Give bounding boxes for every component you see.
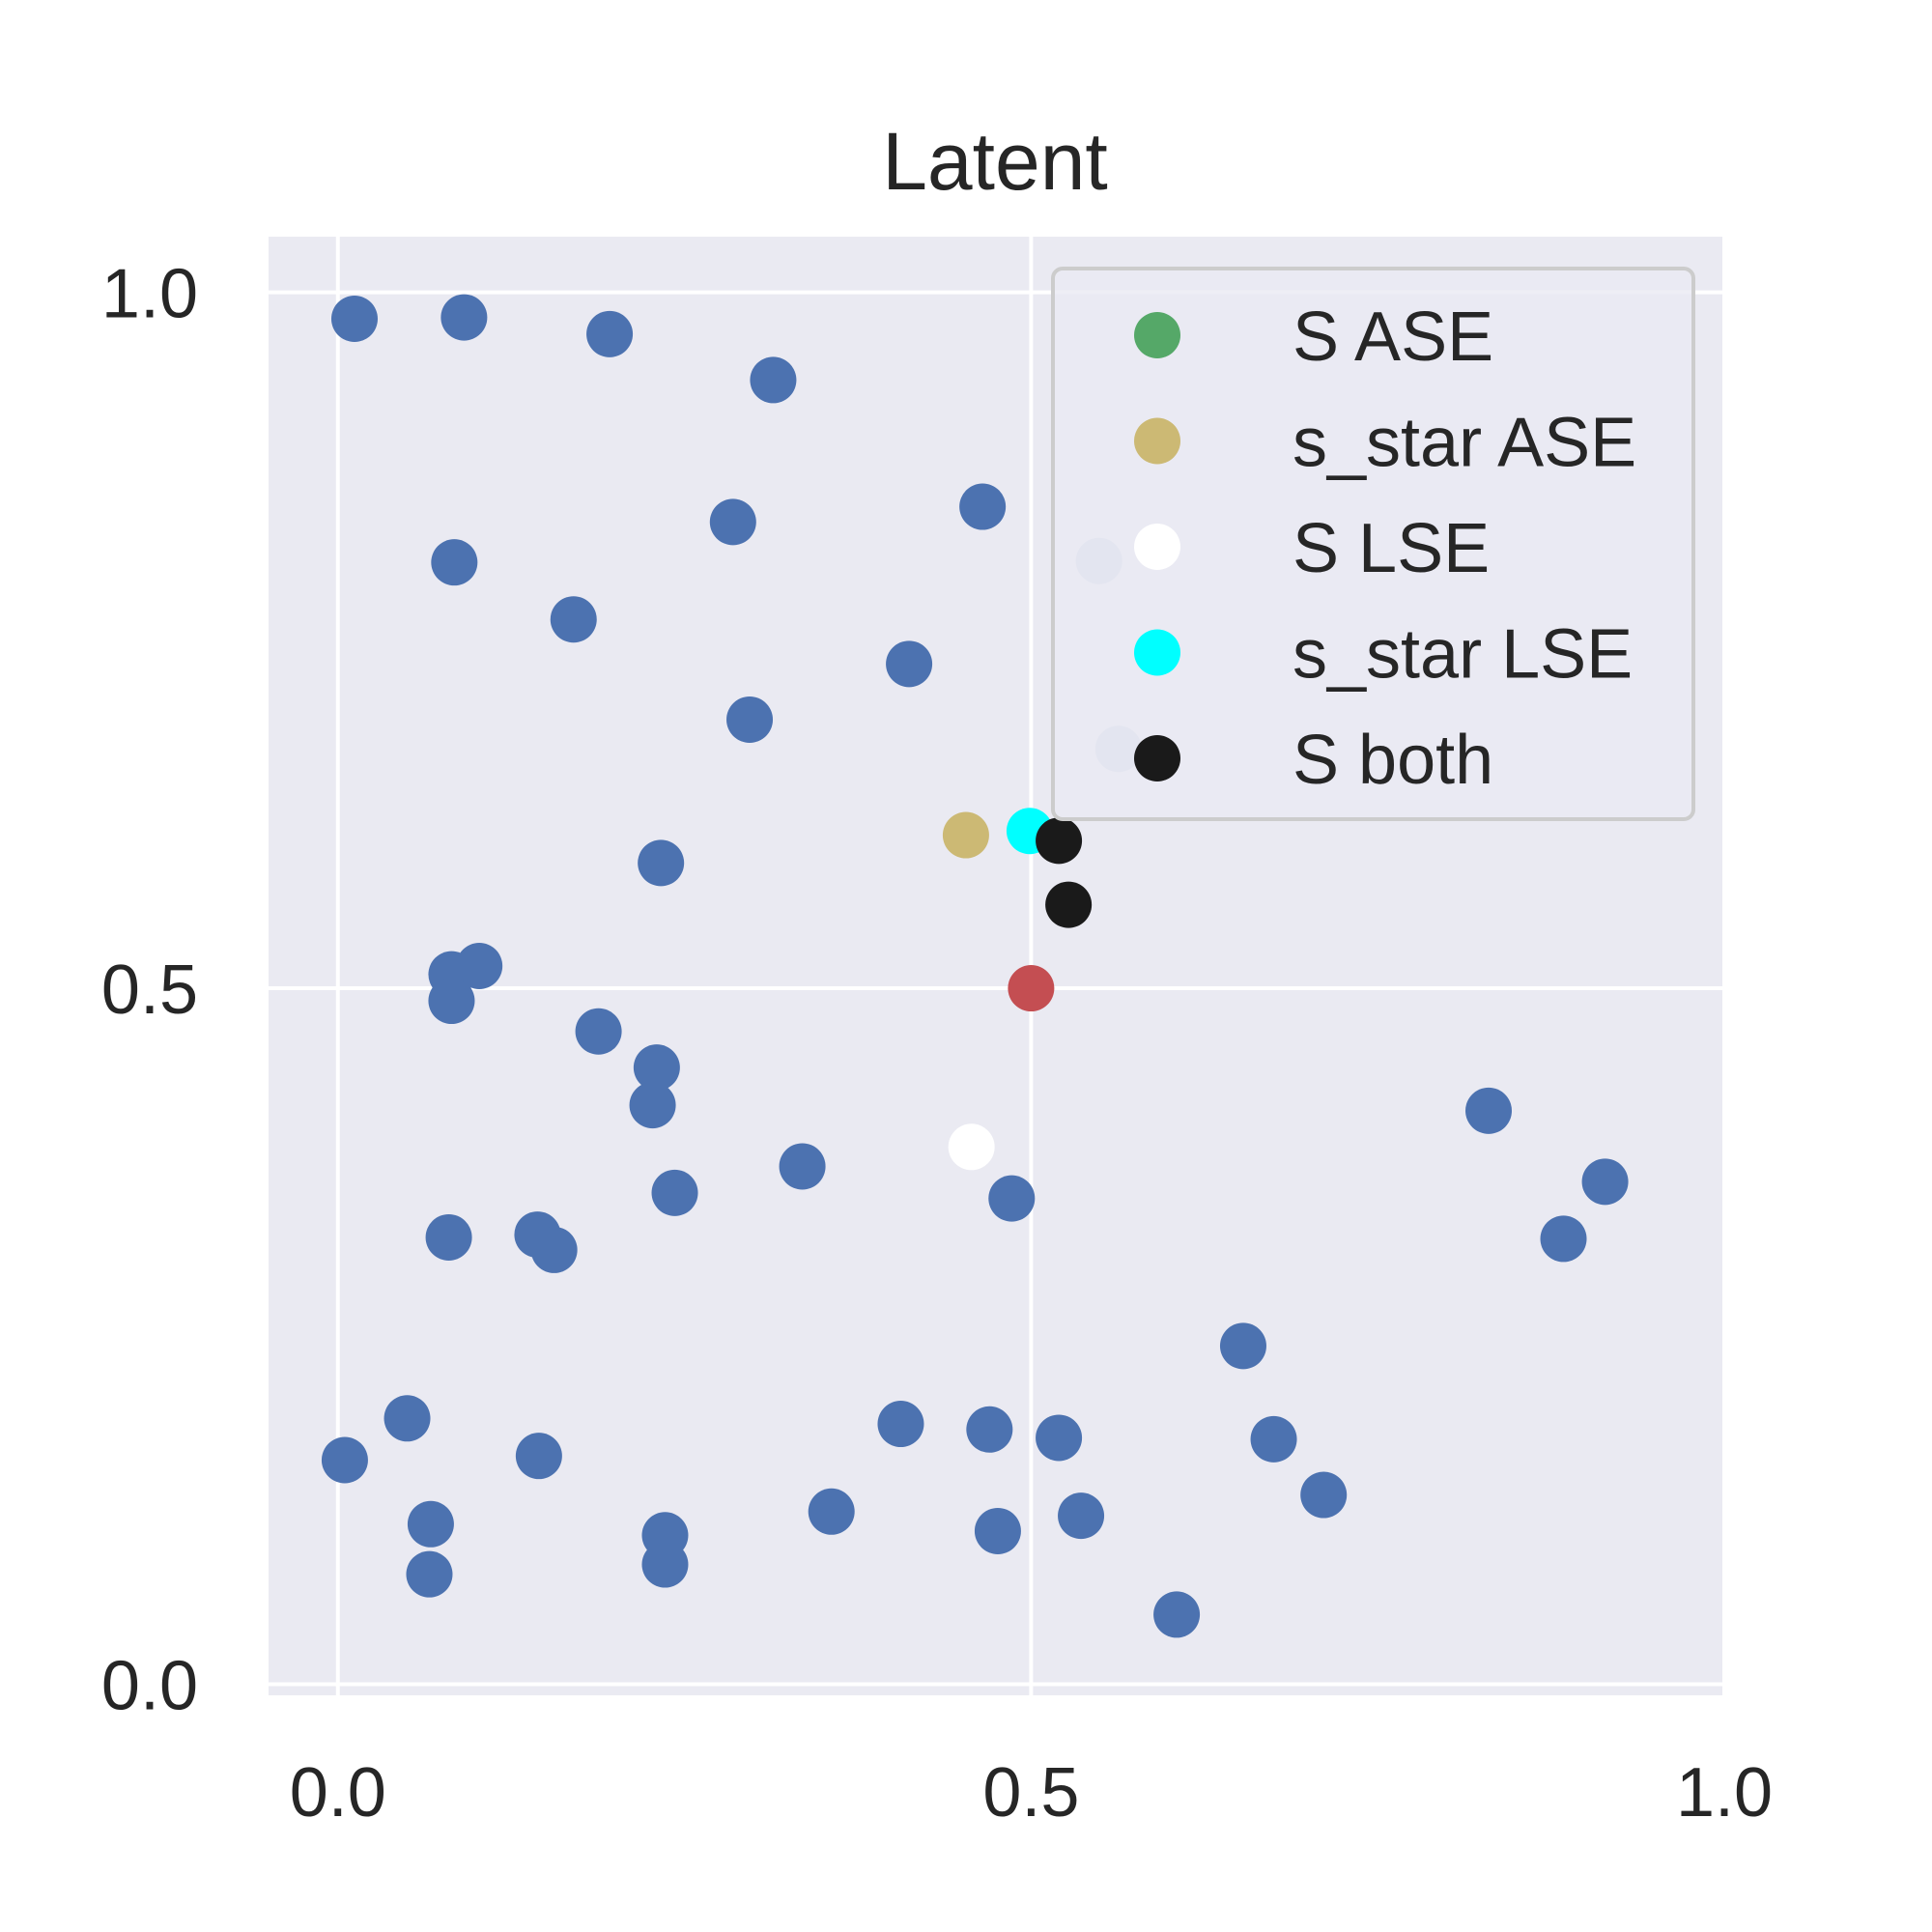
data-point bbox=[948, 1123, 995, 1171]
data-point bbox=[779, 1143, 826, 1190]
data-point bbox=[629, 1082, 676, 1129]
data-point bbox=[575, 1008, 622, 1055]
data-point bbox=[974, 1507, 1021, 1554]
x-tick-label: 0.0 bbox=[290, 1754, 386, 1832]
data-point bbox=[425, 1213, 472, 1261]
legend-marker bbox=[1134, 312, 1180, 358]
data-point bbox=[959, 483, 1007, 530]
data-point bbox=[808, 1488, 855, 1535]
data-point bbox=[321, 1436, 368, 1484]
data-point bbox=[406, 1550, 453, 1598]
data-point bbox=[1540, 1215, 1587, 1263]
data-point bbox=[1058, 1492, 1105, 1540]
x-tick-label: 1.0 bbox=[1676, 1754, 1773, 1832]
legend: S ASE s_star ASE S LSE s_star LSE S both bbox=[1051, 267, 1695, 821]
data-point bbox=[384, 1395, 431, 1442]
data-point bbox=[641, 1541, 689, 1588]
data-point bbox=[428, 978, 475, 1025]
data-point bbox=[1581, 1158, 1629, 1206]
legend-marker bbox=[1134, 735, 1180, 781]
chart-title: Latent bbox=[882, 116, 1108, 207]
data-point bbox=[407, 1500, 454, 1548]
data-point bbox=[1219, 1322, 1266, 1370]
y-tick-label: 0.0 bbox=[101, 1647, 198, 1724]
data-point bbox=[1300, 1471, 1348, 1519]
data-point bbox=[886, 640, 933, 688]
data-point bbox=[633, 1044, 680, 1092]
data-point bbox=[1036, 1414, 1083, 1462]
data-point bbox=[750, 356, 797, 404]
x-tick-label: 0.5 bbox=[982, 1754, 1079, 1832]
data-point bbox=[638, 839, 685, 887]
data-point bbox=[1465, 1087, 1513, 1134]
data-point bbox=[1153, 1591, 1201, 1638]
data-point bbox=[1008, 965, 1055, 1012]
x-axis-ticks: 0.0 0.5 1.0 bbox=[290, 1754, 1773, 1832]
legend-label: S LSE bbox=[1293, 510, 1490, 587]
y-tick-label: 0.5 bbox=[101, 952, 198, 1029]
data-point bbox=[726, 696, 774, 743]
data-point bbox=[1036, 817, 1083, 865]
legend-label: s_star LSE bbox=[1293, 616, 1633, 694]
legend-box bbox=[1051, 267, 1695, 821]
data-point bbox=[515, 1433, 562, 1480]
data-point bbox=[330, 296, 378, 343]
data-point bbox=[988, 1175, 1036, 1222]
data-point bbox=[1250, 1415, 1297, 1463]
legend-label: S both bbox=[1293, 722, 1493, 799]
data-point bbox=[877, 1401, 924, 1448]
legend-marker bbox=[1134, 417, 1180, 465]
y-axis-ticks: 0.0 0.5 1.0 bbox=[101, 256, 198, 1725]
legend-label: s_star ASE bbox=[1293, 405, 1636, 482]
legend-marker bbox=[1134, 524, 1180, 570]
data-point bbox=[440, 294, 488, 341]
data-point bbox=[530, 1226, 578, 1273]
legend-label: S ASE bbox=[1293, 298, 1493, 376]
data-point bbox=[1045, 881, 1093, 928]
data-point bbox=[942, 811, 989, 859]
data-point bbox=[586, 310, 634, 357]
data-point bbox=[431, 539, 478, 586]
data-point bbox=[709, 498, 756, 546]
data-point bbox=[550, 596, 597, 643]
data-point bbox=[651, 1169, 698, 1216]
legend-marker bbox=[1134, 629, 1180, 676]
y-tick-label: 1.0 bbox=[101, 256, 198, 333]
data-point bbox=[966, 1406, 1013, 1453]
